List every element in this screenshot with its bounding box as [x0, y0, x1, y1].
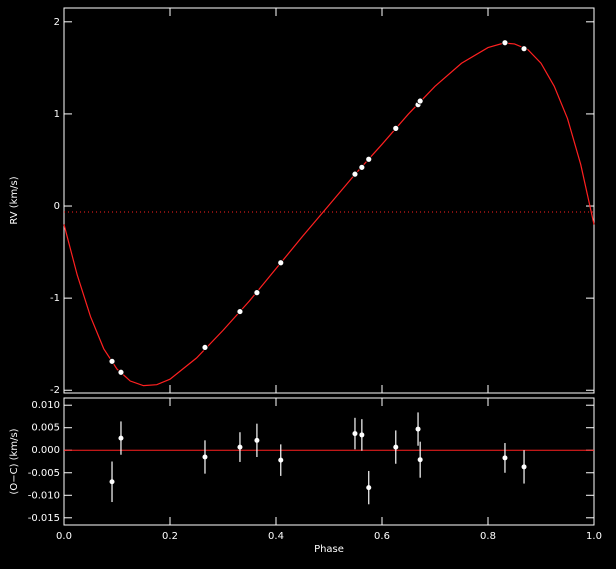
model-curve: [63, 42, 595, 387]
data-point: [415, 426, 421, 432]
data-point: [278, 457, 284, 463]
data-point: [109, 479, 115, 485]
data-point: [501, 39, 509, 47]
data-point: [365, 155, 373, 163]
data-point: [277, 259, 285, 267]
data-point: [502, 455, 508, 461]
x-tick-label: 0.6: [374, 531, 390, 542]
y-tick-label: -0.015: [28, 513, 60, 524]
data-point: [358, 163, 366, 171]
y-tick-label: 2: [54, 17, 60, 28]
x-tick-label: 0.0: [56, 531, 72, 542]
y-tick-label: 1: [54, 109, 60, 120]
data-point: [202, 454, 208, 460]
y-axis-label: RV (km/s): [9, 176, 20, 224]
y-tick-label: -1: [50, 293, 60, 304]
y-axis-label: (O−C) (km/s): [9, 428, 20, 494]
x-tick-label: 0.2: [162, 531, 178, 542]
data-point: [417, 457, 423, 463]
data-point: [352, 431, 358, 437]
plot-frame: [63, 7, 595, 394]
y-tick-label: -0.005: [28, 468, 60, 479]
data-point: [351, 170, 359, 178]
data-point: [253, 289, 261, 297]
data-point: [393, 444, 399, 450]
y-tick-label: 0.010: [31, 400, 60, 411]
y-tick-label: 0.000: [31, 445, 60, 456]
data-point: [237, 444, 243, 450]
data-point: [359, 432, 365, 438]
data-point: [118, 435, 124, 441]
data-point: [236, 308, 244, 315]
data-point: [254, 437, 260, 443]
x-tick-label: 0.8: [480, 531, 496, 542]
x-tick-label: 0.4: [268, 531, 284, 542]
data-point: [520, 45, 528, 53]
y-tick-label: -2: [50, 385, 60, 396]
data-point: [108, 357, 116, 365]
y-tick-label: 0.005: [31, 423, 60, 434]
y-tick-label: 0: [54, 201, 60, 212]
data-point: [366, 485, 372, 491]
y-tick-label: -0.010: [28, 490, 60, 501]
x-tick-label: 1.0: [586, 531, 602, 542]
data-point: [201, 344, 209, 351]
x-axis-label: Phase: [314, 544, 344, 555]
data-point: [521, 464, 527, 470]
data-point: [392, 124, 400, 132]
data-point: [416, 97, 424, 105]
data-point: [117, 368, 125, 376]
plot-frame: [63, 397, 595, 526]
